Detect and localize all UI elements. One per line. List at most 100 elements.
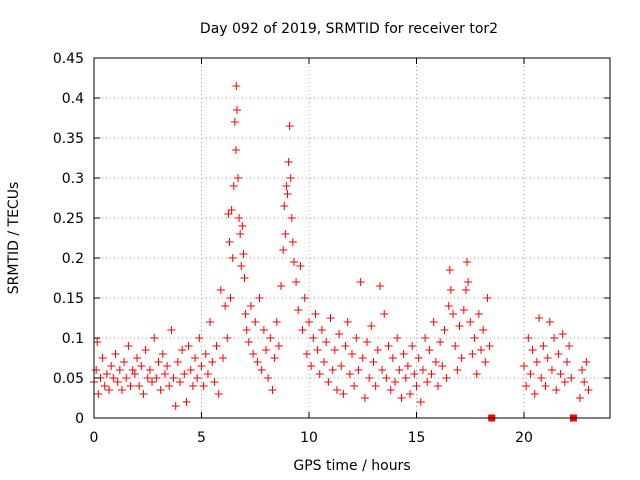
data-point — [451, 342, 460, 350]
data-point — [229, 182, 238, 190]
data-point — [345, 370, 354, 378]
data-point — [436, 338, 445, 346]
data-point — [575, 394, 584, 402]
x-tick-label: 15 — [408, 430, 426, 446]
data-points — [90, 82, 593, 422]
data-point — [326, 314, 335, 322]
data-point — [524, 334, 533, 342]
data-point — [173, 358, 182, 366]
data-point — [135, 382, 144, 390]
data-point — [122, 374, 131, 382]
data-point — [105, 386, 114, 394]
data-point — [249, 350, 258, 358]
data-point — [120, 358, 129, 366]
data-point — [528, 346, 537, 354]
data-point — [556, 370, 565, 378]
data-point — [111, 350, 120, 358]
data-point — [479, 326, 488, 334]
data-point — [378, 366, 387, 374]
y-tick-label: 0.4 — [62, 91, 84, 107]
data-point — [239, 250, 248, 258]
data-point — [315, 370, 324, 378]
data-point — [246, 302, 255, 310]
data-point — [541, 382, 550, 390]
data-point — [332, 386, 341, 394]
data-point — [547, 366, 556, 374]
y-tick-label: 0.15 — [53, 291, 84, 307]
data-point — [224, 210, 233, 218]
data-point — [284, 158, 293, 166]
data-point — [438, 362, 447, 370]
data-point — [335, 330, 344, 338]
data-point — [289, 258, 298, 266]
data-point — [234, 174, 243, 182]
data-point — [421, 334, 430, 342]
data-point — [339, 390, 348, 398]
data-point — [237, 262, 246, 270]
data-point — [133, 354, 141, 362]
data-point — [287, 214, 296, 222]
data-point — [463, 258, 472, 266]
data-point — [431, 358, 440, 366]
data-point — [282, 182, 291, 190]
data-point — [100, 382, 109, 390]
data-point — [188, 382, 197, 390]
data-point — [485, 342, 494, 350]
data-point — [403, 362, 412, 370]
data-point — [141, 346, 150, 354]
y-tick-label: 0.2 — [62, 251, 84, 267]
data-point — [363, 338, 372, 346]
data-point — [294, 306, 303, 314]
data-point — [259, 326, 268, 334]
data-point — [178, 346, 187, 354]
data-point — [563, 358, 571, 366]
data-point — [167, 326, 176, 334]
data-point — [309, 334, 318, 342]
data-point — [449, 310, 458, 318]
data-point — [232, 82, 241, 90]
data-point — [117, 386, 126, 394]
data-point — [468, 350, 477, 358]
data-point — [169, 374, 178, 382]
data-point — [238, 222, 247, 230]
data-point — [130, 370, 139, 378]
data-point — [341, 342, 350, 350]
data-point — [328, 366, 337, 374]
data-point — [223, 334, 232, 342]
data-point — [399, 350, 408, 358]
data-point — [257, 366, 266, 374]
data-point — [184, 342, 193, 350]
data-point — [230, 118, 239, 126]
data-point — [288, 238, 297, 246]
data-point — [232, 106, 241, 114]
y-tick-label: 0.45 — [53, 51, 84, 67]
data-point — [107, 362, 116, 370]
data-point — [330, 346, 339, 354]
y-tick-label: 0.1 — [62, 331, 84, 347]
data-point — [578, 366, 587, 374]
data-point — [311, 310, 320, 318]
data-point — [472, 370, 481, 378]
data-point — [537, 374, 546, 382]
y-tick-label: 0.05 — [53, 371, 84, 387]
data-point — [322, 338, 331, 346]
data-point — [565, 342, 574, 350]
data-point — [102, 370, 111, 378]
data-point — [446, 286, 455, 294]
axis-ticks: 0 5 10 15 20 0 0.05 0.1 0.15 0.2 0.25 0.3 0.35 0.4 0.4… — [53, 51, 610, 446]
data-point — [272, 318, 281, 326]
data-point — [302, 350, 311, 358]
data-point — [228, 254, 237, 262]
data-point — [391, 378, 399, 386]
data-point — [418, 366, 427, 374]
y-tick-label: 0.3 — [62, 171, 84, 187]
data-point — [552, 386, 561, 394]
data-point — [305, 318, 313, 326]
data-point — [244, 338, 253, 346]
x-tick-label: 10 — [300, 430, 318, 446]
data-point — [235, 214, 244, 222]
data-point — [280, 202, 289, 210]
data-point — [210, 378, 219, 386]
data-point — [199, 382, 208, 390]
